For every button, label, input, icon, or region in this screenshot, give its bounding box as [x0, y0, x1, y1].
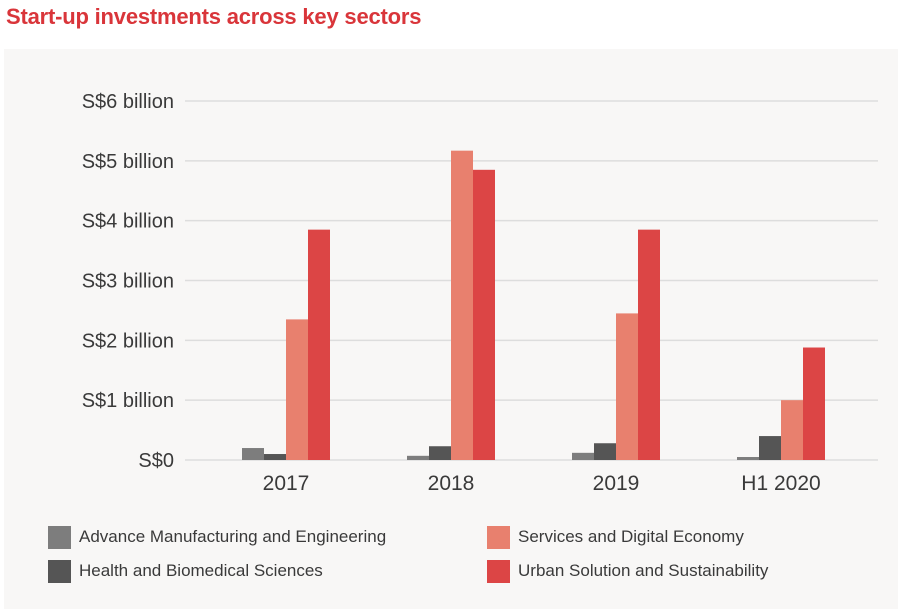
- legend-item-urban-solution: Urban Solution and Sustainability: [487, 559, 768, 583]
- x-tick-label: 2018: [428, 472, 475, 495]
- bar: [429, 446, 451, 460]
- y-tick-label: S$6 billion: [82, 91, 174, 113]
- y-tick-label: S$3 billion: [82, 271, 174, 293]
- bar: [407, 455, 429, 460]
- y-axis-ticks: S$0 S$1 billion S$2 billion S$3 billion S$4 …: [82, 91, 174, 472]
- bar: [451, 150, 473, 460]
- legend-item-services-digital: Services and Digital Economy: [487, 525, 744, 549]
- x-tick-label: H1 2020: [741, 472, 820, 495]
- bar: [759, 436, 781, 460]
- y-tick-label: S$0: [138, 450, 174, 472]
- legend-label: Health and Biomedical Sciences: [79, 561, 323, 580]
- legend-label: Services and Digital Economy: [518, 527, 744, 546]
- bar: [781, 400, 803, 460]
- x-tick-label: 2019: [593, 472, 640, 495]
- legend-swatch: [48, 559, 71, 583]
- legend-swatch: [487, 525, 510, 549]
- legend-swatch: [48, 525, 71, 549]
- bar: [264, 454, 286, 460]
- legend-item-health-biomedical: Health and Biomedical Sciences: [48, 559, 323, 583]
- legend-item-advance-manufacturing: Advance Manufacturing and Engineering: [48, 525, 386, 549]
- x-axis-ticks: 2017 2018 2019 H1 2020: [263, 472, 821, 495]
- chart-title: Start-up investments across key sectors: [6, 4, 422, 29]
- bar: [572, 452, 594, 460]
- bar: [803, 347, 825, 460]
- y-tick-label: S$5 billion: [82, 151, 174, 173]
- y-tick-label: S$4 billion: [82, 211, 174, 233]
- bars: [242, 150, 825, 460]
- bar: [473, 169, 495, 460]
- y-tick-label: S$1 billion: [82, 390, 174, 412]
- y-tick-label: S$2 billion: [82, 330, 174, 352]
- bar: [638, 229, 660, 460]
- bar: [242, 448, 264, 460]
- bar: [594, 443, 616, 460]
- bar: [616, 313, 638, 460]
- legend-label: Advance Manufacturing and Engineering: [79, 527, 387, 546]
- legend-label: Urban Solution and Sustainability: [518, 561, 769, 580]
- bar: [737, 457, 759, 460]
- x-tick-label: 2017: [263, 472, 310, 495]
- bar: [308, 229, 330, 460]
- bar: [286, 319, 308, 460]
- legend-swatch: [487, 559, 510, 583]
